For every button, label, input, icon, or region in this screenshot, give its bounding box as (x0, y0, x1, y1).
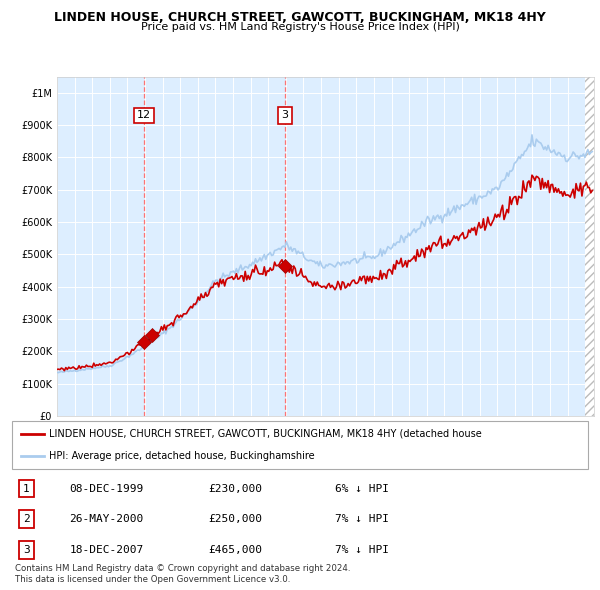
Text: £465,000: £465,000 (208, 545, 262, 555)
Text: 08-DEC-1999: 08-DEC-1999 (70, 484, 144, 493)
Text: 7% ↓ HPI: 7% ↓ HPI (335, 545, 389, 555)
Text: 26-MAY-2000: 26-MAY-2000 (70, 514, 144, 524)
Text: 3: 3 (281, 110, 289, 120)
Text: 12: 12 (137, 110, 151, 120)
Text: 7% ↓ HPI: 7% ↓ HPI (335, 514, 389, 524)
Text: £230,000: £230,000 (208, 484, 262, 493)
Text: 6% ↓ HPI: 6% ↓ HPI (335, 484, 389, 493)
Text: Contains HM Land Registry data © Crown copyright and database right 2024.: Contains HM Land Registry data © Crown c… (15, 564, 350, 573)
Text: HPI: Average price, detached house, Buckinghamshire: HPI: Average price, detached house, Buck… (49, 451, 315, 461)
Text: 3: 3 (23, 545, 30, 555)
Text: Price paid vs. HM Land Registry's House Price Index (HPI): Price paid vs. HM Land Registry's House … (140, 22, 460, 32)
Text: LINDEN HOUSE, CHURCH STREET, GAWCOTT, BUCKINGHAM, MK18 4HY: LINDEN HOUSE, CHURCH STREET, GAWCOTT, BU… (54, 11, 546, 24)
Text: 18-DEC-2007: 18-DEC-2007 (70, 545, 144, 555)
Text: 1: 1 (23, 484, 30, 493)
Text: 2: 2 (23, 514, 30, 524)
Text: This data is licensed under the Open Government Licence v3.0.: This data is licensed under the Open Gov… (15, 575, 290, 584)
Text: LINDEN HOUSE, CHURCH STREET, GAWCOTT, BUCKINGHAM, MK18 4HY (detached house: LINDEN HOUSE, CHURCH STREET, GAWCOTT, BU… (49, 429, 482, 439)
Text: £250,000: £250,000 (208, 514, 262, 524)
